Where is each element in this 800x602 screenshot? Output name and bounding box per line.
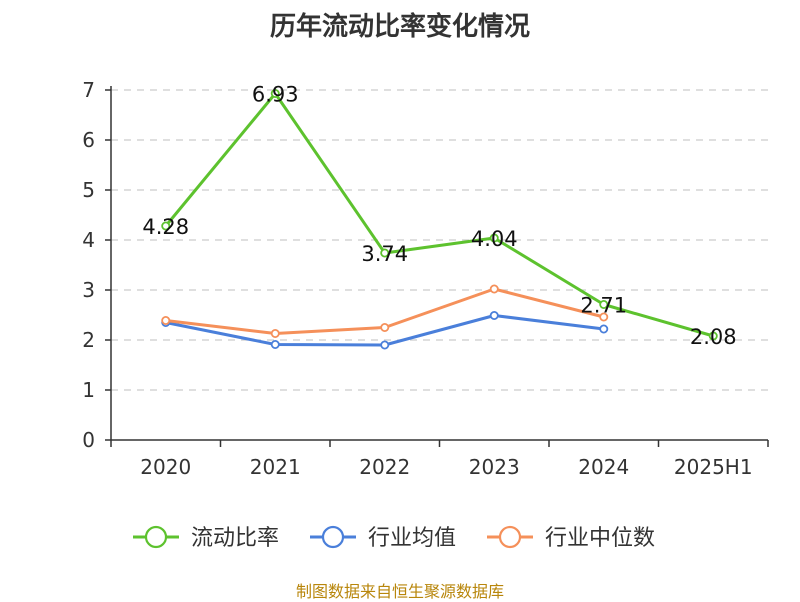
data-point-行业均值 [380,340,390,350]
y-tick-label-0: 0 [82,428,95,452]
data-point-行业中位数 [599,312,609,322]
data-point-流动比率 [489,233,499,243]
data-label: 2.71 [580,294,627,318]
axes [110,86,768,441]
data-labels: 4.28 6.93 3.74 4.04 2.71 2.08 [142,83,736,350]
y-axis-ticks: 0 1 2 3 4 5 6 7 [82,78,111,452]
data-label: 4.28 [142,215,189,239]
chart-title: 历年流动比率变化情况 [269,12,530,42]
x-tick-label-2023: 2023 [469,455,520,479]
y-tick-label-4: 4 [82,228,95,252]
y-tick-label-5: 5 [82,178,95,202]
data-point-流动比率 [270,89,280,99]
x-tick-label-2025H1: 2025H1 [674,455,753,479]
source-note: 制图数据来自恒生聚源数据库 [295,582,504,601]
legend-label: 行业中位数 [545,526,655,551]
data-label: 3.74 [361,242,408,266]
grid-lines [111,89,768,391]
data-point-行业均值 [270,339,280,349]
data-point-行业均值 [599,324,609,334]
legend-marker [498,525,522,549]
x-tick-label-2021: 2021 [250,455,301,479]
data-label: 4.04 [471,227,518,251]
legend-marker [321,525,345,549]
data-label: 2.08 [690,325,737,349]
legend-marker [144,525,168,549]
x-axis-ticks: 2020 2021 2022 2023 2024 2025H1 [110,440,769,479]
x-tick-label-2024: 2024 [578,455,629,479]
x-tick-label-2020: 2020 [140,455,191,479]
data-point-流动比率 [380,248,390,258]
series-line-流动比率 [164,92,714,338]
legend-label: 行业均值 [368,526,456,551]
y-tick-label-7: 7 [82,78,95,102]
legend-label: 流动比率 [191,526,279,551]
y-tick-label-3: 3 [82,278,95,302]
data-point-行业均值 [489,310,499,320]
x-tick-label-2022: 2022 [359,455,410,479]
data-point-流动比率 [599,299,609,309]
y-tick-label-6: 6 [82,128,95,152]
data-point-流动比率 [708,331,718,341]
legend-item-行业中位数[interactable]: 行业中位数 [487,525,655,551]
legend-item-流动比率[interactable]: 流动比率 [133,525,279,551]
data-point-流动比率 [161,221,171,231]
legend-item-行业均值[interactable]: 行业均值 [310,525,456,551]
y-tick-label-1: 1 [82,378,95,402]
data-label: 6.93 [252,83,299,107]
legend[interactable]: 流动比率 行业均值 行业中位数 [133,525,655,551]
data-point-行业中位数 [270,328,280,338]
data-point-行业中位数 [161,315,171,325]
y-tick-label-2: 2 [82,328,95,352]
series-group [161,89,718,350]
data-point-行业中位数 [489,284,499,294]
data-point-行业中位数 [380,322,390,332]
